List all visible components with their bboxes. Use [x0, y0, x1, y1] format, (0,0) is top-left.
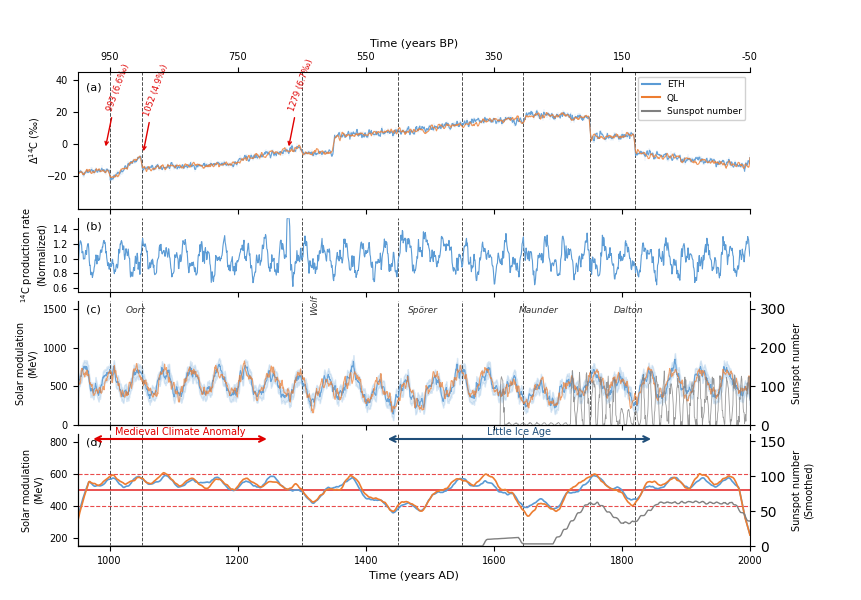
Text: 993 (6.6‰): 993 (6.6‰) [105, 62, 131, 145]
Text: 1052 (4.9‰): 1052 (4.9‰) [142, 63, 169, 150]
Text: Little Ice Age: Little Ice Age [486, 427, 551, 437]
Text: Dalton: Dalton [613, 305, 642, 314]
Text: Medieval Climate Anomaly: Medieval Climate Anomaly [115, 427, 245, 437]
Text: Wolf: Wolf [310, 295, 319, 314]
Y-axis label: $\Delta^{14}$C (‰): $\Delta^{14}$C (‰) [27, 116, 41, 164]
Y-axis label: Sunspot number: Sunspot number [790, 323, 801, 404]
Y-axis label: Sunspot number
(Smoothed): Sunspot number (Smoothed) [790, 449, 812, 530]
Text: Maunder: Maunder [518, 305, 558, 314]
Text: (a): (a) [85, 83, 101, 93]
X-axis label: Time (years AD): Time (years AD) [369, 571, 458, 581]
Text: (b): (b) [85, 221, 102, 232]
Text: 1279 (6.7‰): 1279 (6.7‰) [287, 58, 314, 145]
Text: Spörer: Spörer [408, 305, 438, 314]
Y-axis label: Solar modulation
(MeV): Solar modulation (MeV) [22, 449, 44, 532]
Y-axis label: $^{14}$C production rate
(Normalized): $^{14}$C production rate (Normalized) [20, 207, 46, 303]
Text: Oort: Oort [125, 305, 145, 314]
Y-axis label: Solar modulation
(MeV): Solar modulation (MeV) [16, 322, 38, 405]
X-axis label: Time (years BP): Time (years BP) [369, 39, 457, 49]
Legend: ETH, QL, Sunspot number: ETH, QL, Sunspot number [637, 77, 745, 120]
Text: (c): (c) [85, 305, 101, 315]
Text: (d): (d) [85, 437, 102, 448]
